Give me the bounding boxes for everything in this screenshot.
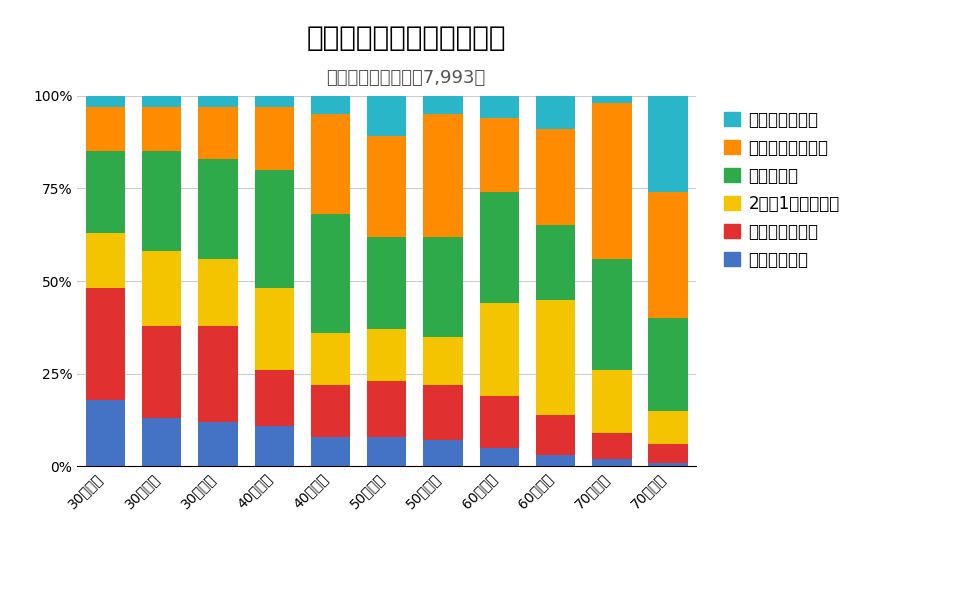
Bar — [198, 158, 238, 259]
Bar — [536, 96, 575, 129]
Bar — [424, 96, 463, 114]
Bar — [536, 129, 575, 225]
Bar — [367, 437, 406, 466]
Bar — [424, 441, 463, 466]
Bar — [424, 337, 463, 385]
Text: 質問紙による調査：7,993例: 質問紙による調査：7,993例 — [327, 69, 485, 87]
Bar — [536, 414, 575, 455]
Bar — [424, 385, 463, 441]
Bar — [142, 96, 182, 107]
Bar — [254, 107, 294, 170]
Bar — [142, 251, 182, 325]
Bar — [198, 96, 238, 107]
Bar — [480, 118, 519, 192]
Bar — [198, 325, 238, 422]
Bar — [86, 107, 125, 151]
Bar — [424, 114, 463, 237]
Bar — [480, 396, 519, 448]
Bar — [480, 192, 519, 303]
Bar — [424, 237, 463, 337]
Bar — [142, 418, 182, 466]
Bar — [536, 300, 575, 414]
Bar — [198, 259, 238, 325]
Bar — [310, 96, 350, 114]
Bar — [536, 455, 575, 466]
Bar — [480, 303, 519, 396]
Bar — [592, 433, 631, 459]
Bar — [480, 448, 519, 466]
Bar — [142, 151, 182, 251]
Bar — [592, 96, 631, 103]
Bar — [254, 370, 294, 426]
Bar — [367, 381, 406, 437]
Bar — [310, 437, 350, 466]
Bar — [254, 426, 294, 466]
Text: 早朝勃起の年齢による推移: 早朝勃起の年齢による推移 — [307, 24, 506, 52]
Bar — [649, 444, 688, 463]
Bar — [592, 259, 631, 370]
Bar — [86, 399, 125, 466]
Bar — [649, 192, 688, 318]
Bar — [310, 214, 350, 333]
Bar — [592, 103, 631, 259]
Bar — [254, 288, 294, 370]
Bar — [86, 96, 125, 107]
Bar — [367, 329, 406, 381]
Bar — [649, 96, 688, 192]
Bar — [142, 107, 182, 151]
Bar — [367, 96, 406, 136]
Bar — [86, 288, 125, 399]
Bar — [254, 96, 294, 107]
Bar — [86, 151, 125, 233]
Bar — [536, 225, 575, 300]
Bar — [649, 463, 688, 466]
Bar — [367, 237, 406, 329]
Bar — [592, 370, 631, 433]
Bar — [480, 96, 519, 118]
Bar — [198, 422, 238, 466]
Bar — [649, 411, 688, 444]
Bar — [310, 333, 350, 385]
Bar — [649, 318, 688, 411]
Bar — [198, 107, 238, 158]
Bar — [592, 459, 631, 466]
Bar — [367, 136, 406, 237]
Bar — [254, 170, 294, 288]
Legend: 全く気づかない, あまり気づかない, 時々気づく, 2日に1回は気づく, しばしば気づく, いつも気づく: 全く気づかない, あまり気づかない, 時々気づく, 2日に1回は気づく, しばし… — [717, 104, 846, 275]
Bar — [310, 114, 350, 214]
Bar — [86, 233, 125, 288]
Bar — [310, 385, 350, 437]
Bar — [142, 325, 182, 418]
